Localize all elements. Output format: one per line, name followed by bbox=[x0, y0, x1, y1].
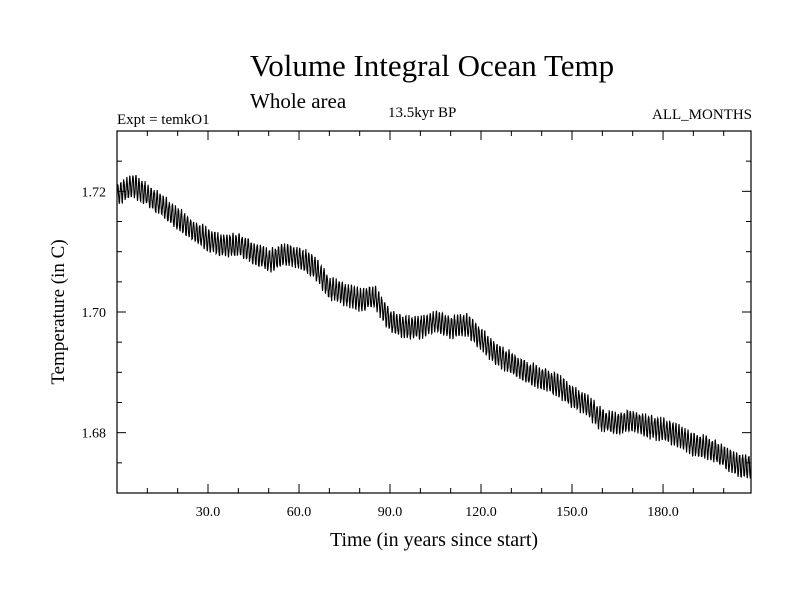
period-label: 13.5kyr BP bbox=[388, 105, 457, 121]
chart-title: Volume Integral Ocean Temp bbox=[249, 48, 615, 83]
x-tick-labels: 30.0 60.0 90.0 120.0 150.0 180.0 bbox=[196, 505, 679, 520]
x-tick-label: 150.0 bbox=[556, 505, 588, 520]
x-tick-label: 120.0 bbox=[465, 505, 497, 520]
y-axis-label: Temperature (in C) bbox=[48, 239, 69, 384]
months-label: ALL_MONTHS bbox=[652, 107, 752, 123]
x-axis-label: Time (in years since start) bbox=[330, 529, 538, 551]
temperature-series-line bbox=[116, 174, 752, 479]
x-tick-label: 30.0 bbox=[196, 505, 221, 520]
x-tick-label: 60.0 bbox=[287, 505, 312, 520]
chart-subtitle: Whole area bbox=[250, 89, 347, 113]
axis-ticks bbox=[117, 131, 751, 493]
y-tick-labels: 1.68 1.70 1.72 bbox=[82, 185, 107, 441]
y-tick-label: 1.68 bbox=[82, 427, 107, 442]
y-tick-label: 1.72 bbox=[82, 185, 107, 200]
y-tick-label: 1.70 bbox=[82, 306, 107, 321]
x-tick-label: 90.0 bbox=[378, 505, 403, 520]
x-tick-label: 180.0 bbox=[647, 505, 679, 520]
experiment-label: Expt = temkO1 bbox=[117, 112, 210, 128]
